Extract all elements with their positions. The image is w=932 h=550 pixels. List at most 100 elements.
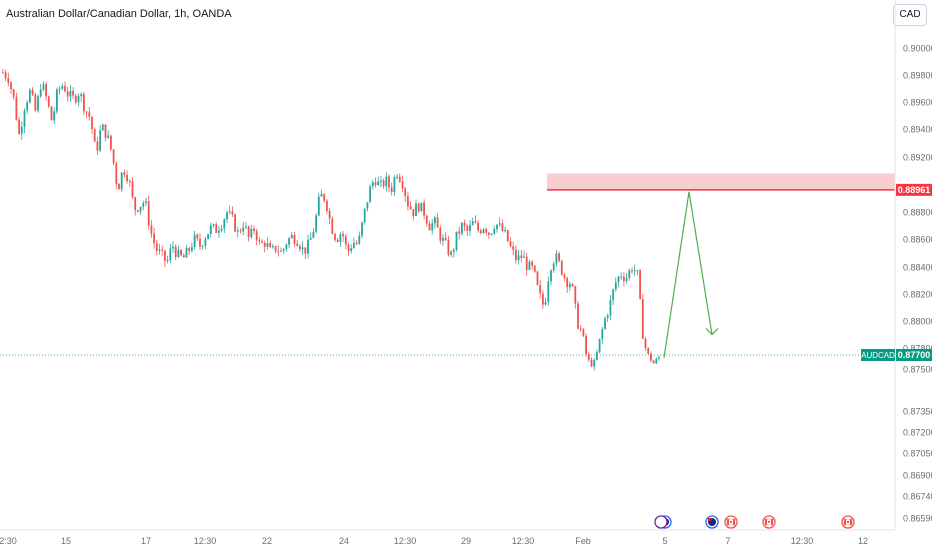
candle-body bbox=[625, 278, 628, 281]
time-tick-label: 24 bbox=[339, 536, 349, 546]
candle-body bbox=[347, 244, 350, 252]
candle-body bbox=[431, 223, 434, 231]
price-labels: 0.88961 AUDCAD 0.87700 bbox=[861, 183, 932, 361]
symbol-label: AUDCAD bbox=[861, 351, 895, 360]
candle-body bbox=[533, 265, 536, 272]
candle-body bbox=[166, 259, 169, 261]
candle-body bbox=[450, 251, 452, 255]
event-markers[interactable] bbox=[654, 515, 855, 529]
candle-body bbox=[439, 227, 442, 241]
candle-body bbox=[58, 88, 61, 90]
candle-body bbox=[493, 229, 496, 234]
flag-ca-icon[interactable] bbox=[724, 515, 738, 529]
candle-body bbox=[193, 234, 196, 248]
candle-body bbox=[655, 358, 658, 364]
candle-body bbox=[307, 239, 309, 254]
candle-body bbox=[550, 270, 552, 282]
flag-au-icon[interactable] bbox=[705, 515, 719, 529]
candle-body bbox=[339, 234, 342, 242]
candle-body bbox=[390, 187, 393, 192]
zone-price-label: 0.88961 bbox=[898, 185, 931, 195]
candle-body bbox=[658, 357, 660, 359]
candle-body bbox=[18, 119, 20, 134]
candle-body bbox=[236, 230, 239, 232]
candle-body bbox=[247, 226, 250, 237]
candle-body bbox=[587, 354, 590, 360]
candle-body bbox=[2, 72, 4, 74]
candle-body bbox=[633, 270, 636, 272]
candle-body bbox=[393, 177, 396, 192]
candle-body bbox=[477, 222, 479, 231]
candle-body bbox=[488, 232, 490, 235]
candle-body bbox=[258, 240, 261, 242]
candle-body bbox=[377, 181, 380, 186]
candle-body bbox=[280, 250, 282, 252]
candle-body bbox=[466, 226, 469, 232]
candle-body bbox=[415, 203, 417, 217]
symbol-name: Australian Dollar/Canadian Dollar bbox=[6, 8, 169, 20]
candle-body bbox=[215, 224, 218, 233]
flag-ca-icon[interactable] bbox=[841, 515, 855, 529]
time-tick-label: 12:30 bbox=[791, 536, 814, 546]
currency-button[interactable]: CAD bbox=[893, 4, 927, 26]
time-tick-label: 12:30 bbox=[512, 536, 535, 546]
candle-body bbox=[31, 89, 34, 95]
candle-body bbox=[328, 210, 331, 219]
candle-body bbox=[336, 239, 339, 242]
candle-body bbox=[142, 203, 145, 207]
candle-body bbox=[452, 249, 455, 252]
candle-body bbox=[223, 219, 226, 229]
candle-body bbox=[596, 352, 598, 360]
candle-body bbox=[161, 249, 164, 251]
zone-layer bbox=[0, 173, 895, 356]
flag-ca-right bbox=[733, 519, 735, 525]
candle-body bbox=[177, 249, 180, 258]
candle-body bbox=[361, 222, 363, 236]
candle-body bbox=[520, 255, 523, 258]
candle-body bbox=[12, 89, 15, 97]
candle-body bbox=[593, 359, 596, 367]
candle-body bbox=[334, 233, 336, 240]
candle-body bbox=[185, 247, 188, 258]
candle-body bbox=[188, 247, 191, 251]
candle-body bbox=[153, 233, 155, 244]
candle-body bbox=[571, 284, 574, 287]
candle-body bbox=[617, 276, 620, 283]
candle-body bbox=[45, 84, 47, 97]
time-tick-label: 29 bbox=[461, 536, 471, 546]
candle-body bbox=[412, 209, 415, 217]
candle-body bbox=[315, 215, 317, 232]
candle-body bbox=[469, 225, 471, 232]
candle-body bbox=[15, 96, 18, 120]
candle-body bbox=[277, 251, 280, 253]
candle-body bbox=[355, 242, 358, 244]
candle-body bbox=[234, 214, 236, 232]
candle-body bbox=[174, 246, 177, 258]
candle-body bbox=[444, 237, 447, 240]
candle-body bbox=[579, 328, 582, 330]
candle-body bbox=[20, 127, 23, 134]
projection-arrow bbox=[663, 191, 719, 358]
flag-au-icon bbox=[654, 515, 668, 529]
candles bbox=[2, 68, 660, 371]
candle-body bbox=[569, 284, 571, 288]
time-tick-label: 2:30 bbox=[0, 536, 17, 546]
flag-ca-icon[interactable] bbox=[762, 515, 776, 529]
candle-body bbox=[585, 335, 587, 355]
candle-body bbox=[388, 176, 390, 188]
candle-body bbox=[374, 182, 377, 186]
candle-body bbox=[566, 277, 569, 288]
time-axis[interactable]: 2:30 15 17 12:30 22 24 12:30 29 12:30 Feb 5 7 12:30 1… bbox=[0, 536, 868, 546]
candle-body bbox=[10, 82, 12, 90]
candle-body bbox=[612, 289, 614, 300]
candle-body bbox=[226, 212, 228, 220]
